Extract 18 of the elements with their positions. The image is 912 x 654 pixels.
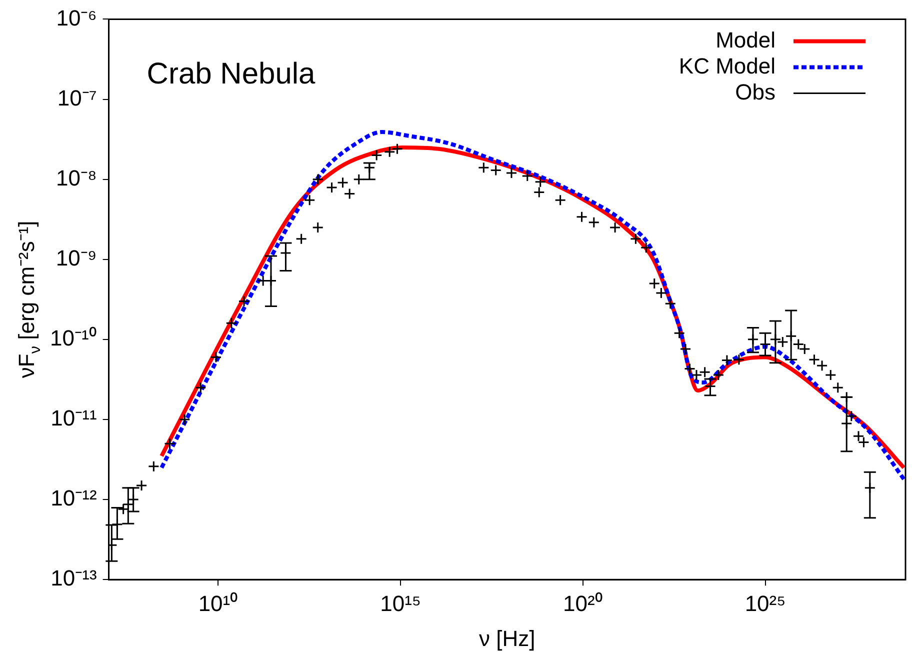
legend-label: Model: [716, 27, 776, 52]
y-tick-label: 10⁻⁶: [56, 5, 97, 30]
text: Crab Nebula: [146, 57, 316, 90]
y-tick-label: 10⁻¹⁰: [50, 325, 97, 350]
y-tick-label: 10⁻¹¹: [50, 406, 97, 431]
x-tick-label: 10²⁰: [563, 590, 603, 616]
legend-label: KC Model: [678, 53, 776, 78]
x-axis-title: ν [Hz]: [479, 626, 536, 652]
y-tick-label: 10⁻⁹: [56, 245, 97, 270]
x-tick-label: 10²⁵: [744, 590, 786, 616]
y-tick-label: 10⁻⁸: [56, 165, 97, 190]
x-tick-label: 10¹⁵: [380, 590, 422, 616]
y-axis-title: νFν [erg cm⁻²s⁻¹]: [14, 220, 44, 378]
y-tick-label: 10⁻¹²: [50, 486, 97, 511]
y-tick-label: 10⁻¹³: [50, 566, 97, 591]
legend-label: Obs: [735, 79, 776, 104]
x-tick-label: 10¹⁰: [198, 590, 238, 616]
y-tick-label: 10⁻⁷: [57, 85, 97, 110]
